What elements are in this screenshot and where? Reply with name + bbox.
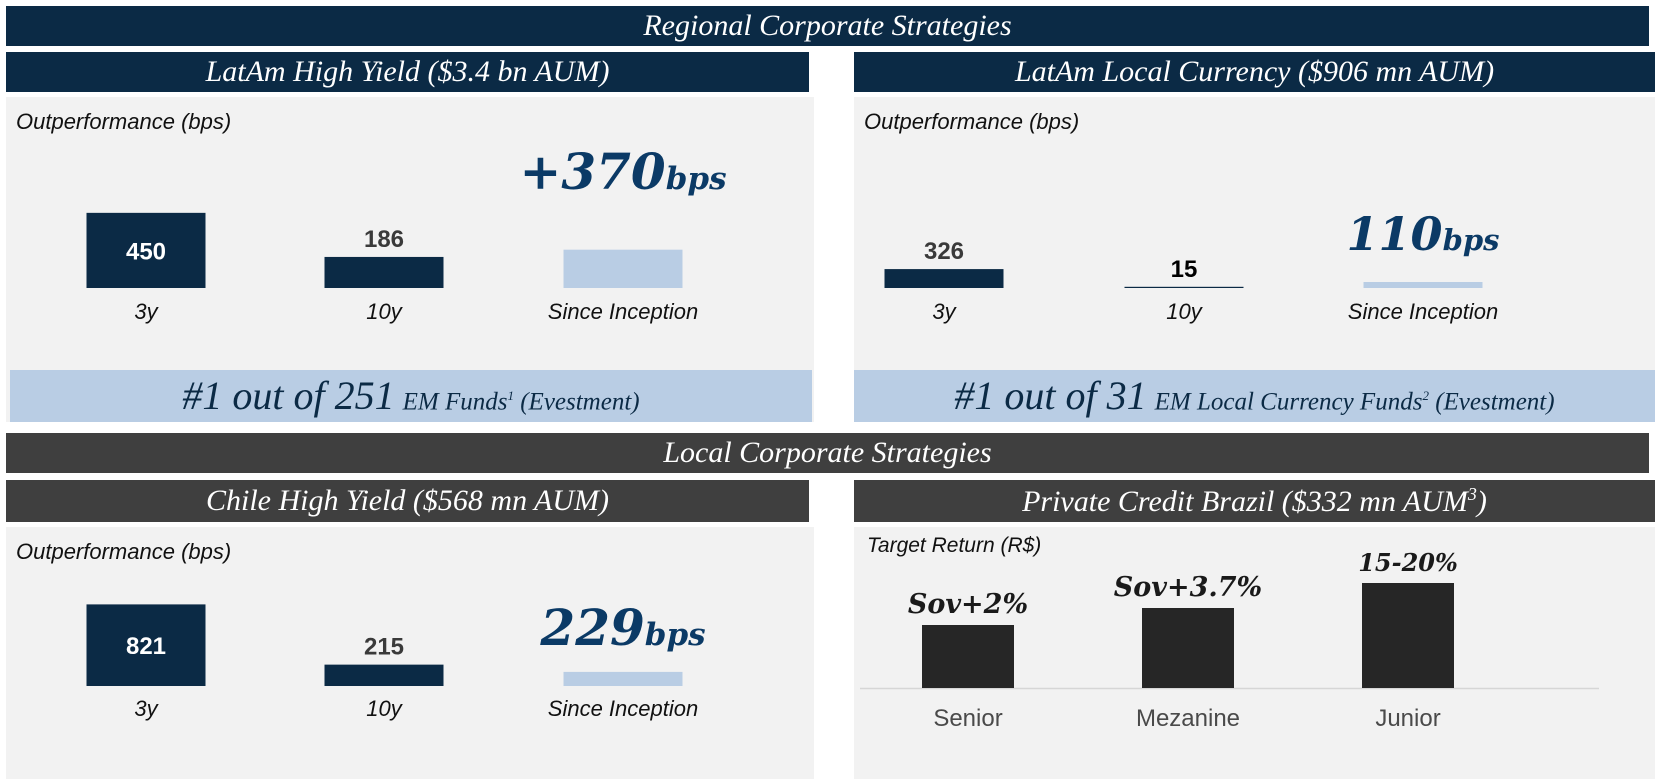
latam-local-currency-bar-3y	[884, 269, 1004, 288]
latam-high-yield-category-since-inception: Since Inception	[548, 299, 698, 324]
chile-hy-header: Chile High Yield ($568 mn AUM)	[6, 480, 809, 522]
latam-local-currency-category-10y: 10y	[1166, 299, 1203, 324]
regional-strategies-title: Regional Corporate Strategies	[643, 9, 1012, 42]
private-credit-chart: Sov+2% Senior Sov+3.7% Mezanine 15-20% Junior	[860, 548, 1599, 732]
latam-lc-header: LatAm Local Currency ($906 mn AUM)	[854, 52, 1655, 92]
latam-local-currency-highlight-label: 110bps	[1347, 207, 1500, 261]
latam-lc-panel: Outperformance (bps) 3y 326 10y 15 Since Inc…	[854, 97, 1655, 422]
latam-local-currency-bar-since-inception	[1363, 282, 1483, 288]
latam-lc-chart: 3y 326 10y 15 Since Inception 110bps	[884, 207, 1500, 324]
latam-local-currency-bar-10y	[1124, 286, 1244, 288]
private-credit-header: Private Credit Brazil ($332 mn AUM3)	[854, 480, 1655, 522]
target-return-value-label-senior: Sov+2%	[908, 589, 1028, 620]
latam-high-yield-value-label-3y: 450	[126, 238, 166, 265]
latam-local-currency-category-since-inception: Since Inception	[1348, 299, 1498, 324]
latam-local-currency-value-label-3y: 326	[924, 238, 964, 265]
private-credit-ylabel: Target Return (R$)	[867, 534, 1042, 557]
chile-high-yield-category-3y: 3y	[134, 696, 159, 721]
latam-high-yield-bar-since-inception	[563, 249, 683, 288]
chile-hy-ylabel: Outperformance (bps)	[16, 539, 232, 564]
latam-hy-title: LatAm High Yield ($3.4 bn AUM)	[205, 55, 610, 88]
latam-hy-rank-banner: #1 out of 251 EM Funds1 (Evestment)	[10, 370, 812, 422]
chile-high-yield-value-label-10y: 215	[364, 634, 404, 661]
latam-lc-rank: #1 out of 31	[954, 373, 1147, 418]
target-return-value-label-junior: 15-20%	[1358, 548, 1458, 577]
latam-local-currency-category-3y: 3y	[932, 299, 957, 324]
local-strategies-title: Local Corporate Strategies	[663, 436, 992, 469]
target-return-bar-senior	[922, 625, 1014, 688]
latam-hy-ylabel: Outperformance (bps)	[16, 109, 232, 134]
latam-high-yield-category-3y: 3y	[134, 299, 159, 324]
chile-high-yield-category-since-inception: Since Inception	[548, 696, 698, 721]
latam-lc-title: LatAm Local Currency ($906 mn AUM)	[1014, 55, 1495, 88]
latam-hy-rank-text: EM Funds1 (Evestment)	[402, 387, 640, 415]
chile-hy-panel: Outperformance (bps) 3y 821 10y 215 Since In…	[6, 527, 814, 779]
target-return-category-senior: Senior	[933, 705, 1002, 732]
chile-high-yield-category-10y: 10y	[366, 696, 403, 721]
latam-hy-panel: Outperformance (bps) 3y 450 10y 186 Since In…	[6, 97, 814, 422]
target-return-bar-mezanine	[1142, 608, 1234, 688]
chile-high-yield-highlight-label: 229bps	[539, 598, 705, 657]
latam-high-yield-bar-10y	[324, 256, 444, 288]
local-strategies-banner: Local Corporate Strategies	[6, 433, 1649, 473]
chile-high-yield-bar-since-inception	[563, 671, 683, 686]
latam-lc-ylabel: Outperformance (bps)	[864, 109, 1080, 134]
latam-lc-rank-text: EM Local Currency Funds2 (Evestment)	[1154, 387, 1555, 415]
chile-hy-title: Chile High Yield ($568 mn AUM)	[205, 484, 610, 517]
chile-high-yield-value-label-3y: 821	[126, 633, 166, 660]
regional-strategies-banner: Regional Corporate Strategies	[6, 6, 1649, 46]
latam-local-currency-value-label-10y: 15	[1171, 256, 1198, 283]
latam-high-yield-category-10y: 10y	[366, 299, 403, 324]
target-return-category-junior: Junior	[1375, 705, 1440, 732]
latam-high-yield-value-label-10y: 186	[364, 226, 404, 253]
private-credit-title: Private Credit Brazil ($332 mn AUM3)	[1022, 483, 1487, 518]
chile-high-yield-bar-3y	[86, 604, 206, 686]
chile-high-yield-bar-10y	[324, 664, 444, 686]
private-credit-panel: Target Return (R$) Sov+2% Senior Sov+3.7% M…	[854, 527, 1655, 779]
latam-high-yield-bar-3y	[86, 212, 206, 288]
latam-hy-rank: #1 out of 251	[182, 373, 395, 418]
latam-high-yield-highlight-label: +370bps	[519, 142, 726, 201]
latam-hy-header: LatAm High Yield ($3.4 bn AUM)	[6, 52, 809, 92]
target-return-value-label-mezanine: Sov+3.7%	[1114, 572, 1262, 603]
latam-hy-chart: 3y 450 10y 186 Since Inception +370bps	[86, 142, 727, 324]
target-return-category-mezanine: Mezanine	[1136, 705, 1240, 732]
target-return-bar-junior	[1362, 583, 1454, 688]
latam-lc-rank-banner: #1 out of 31 EM Local Currency Funds2 (E…	[854, 370, 1655, 422]
chile-hy-chart: 3y 821 10y 215 Since Inception 229bps	[86, 598, 706, 721]
